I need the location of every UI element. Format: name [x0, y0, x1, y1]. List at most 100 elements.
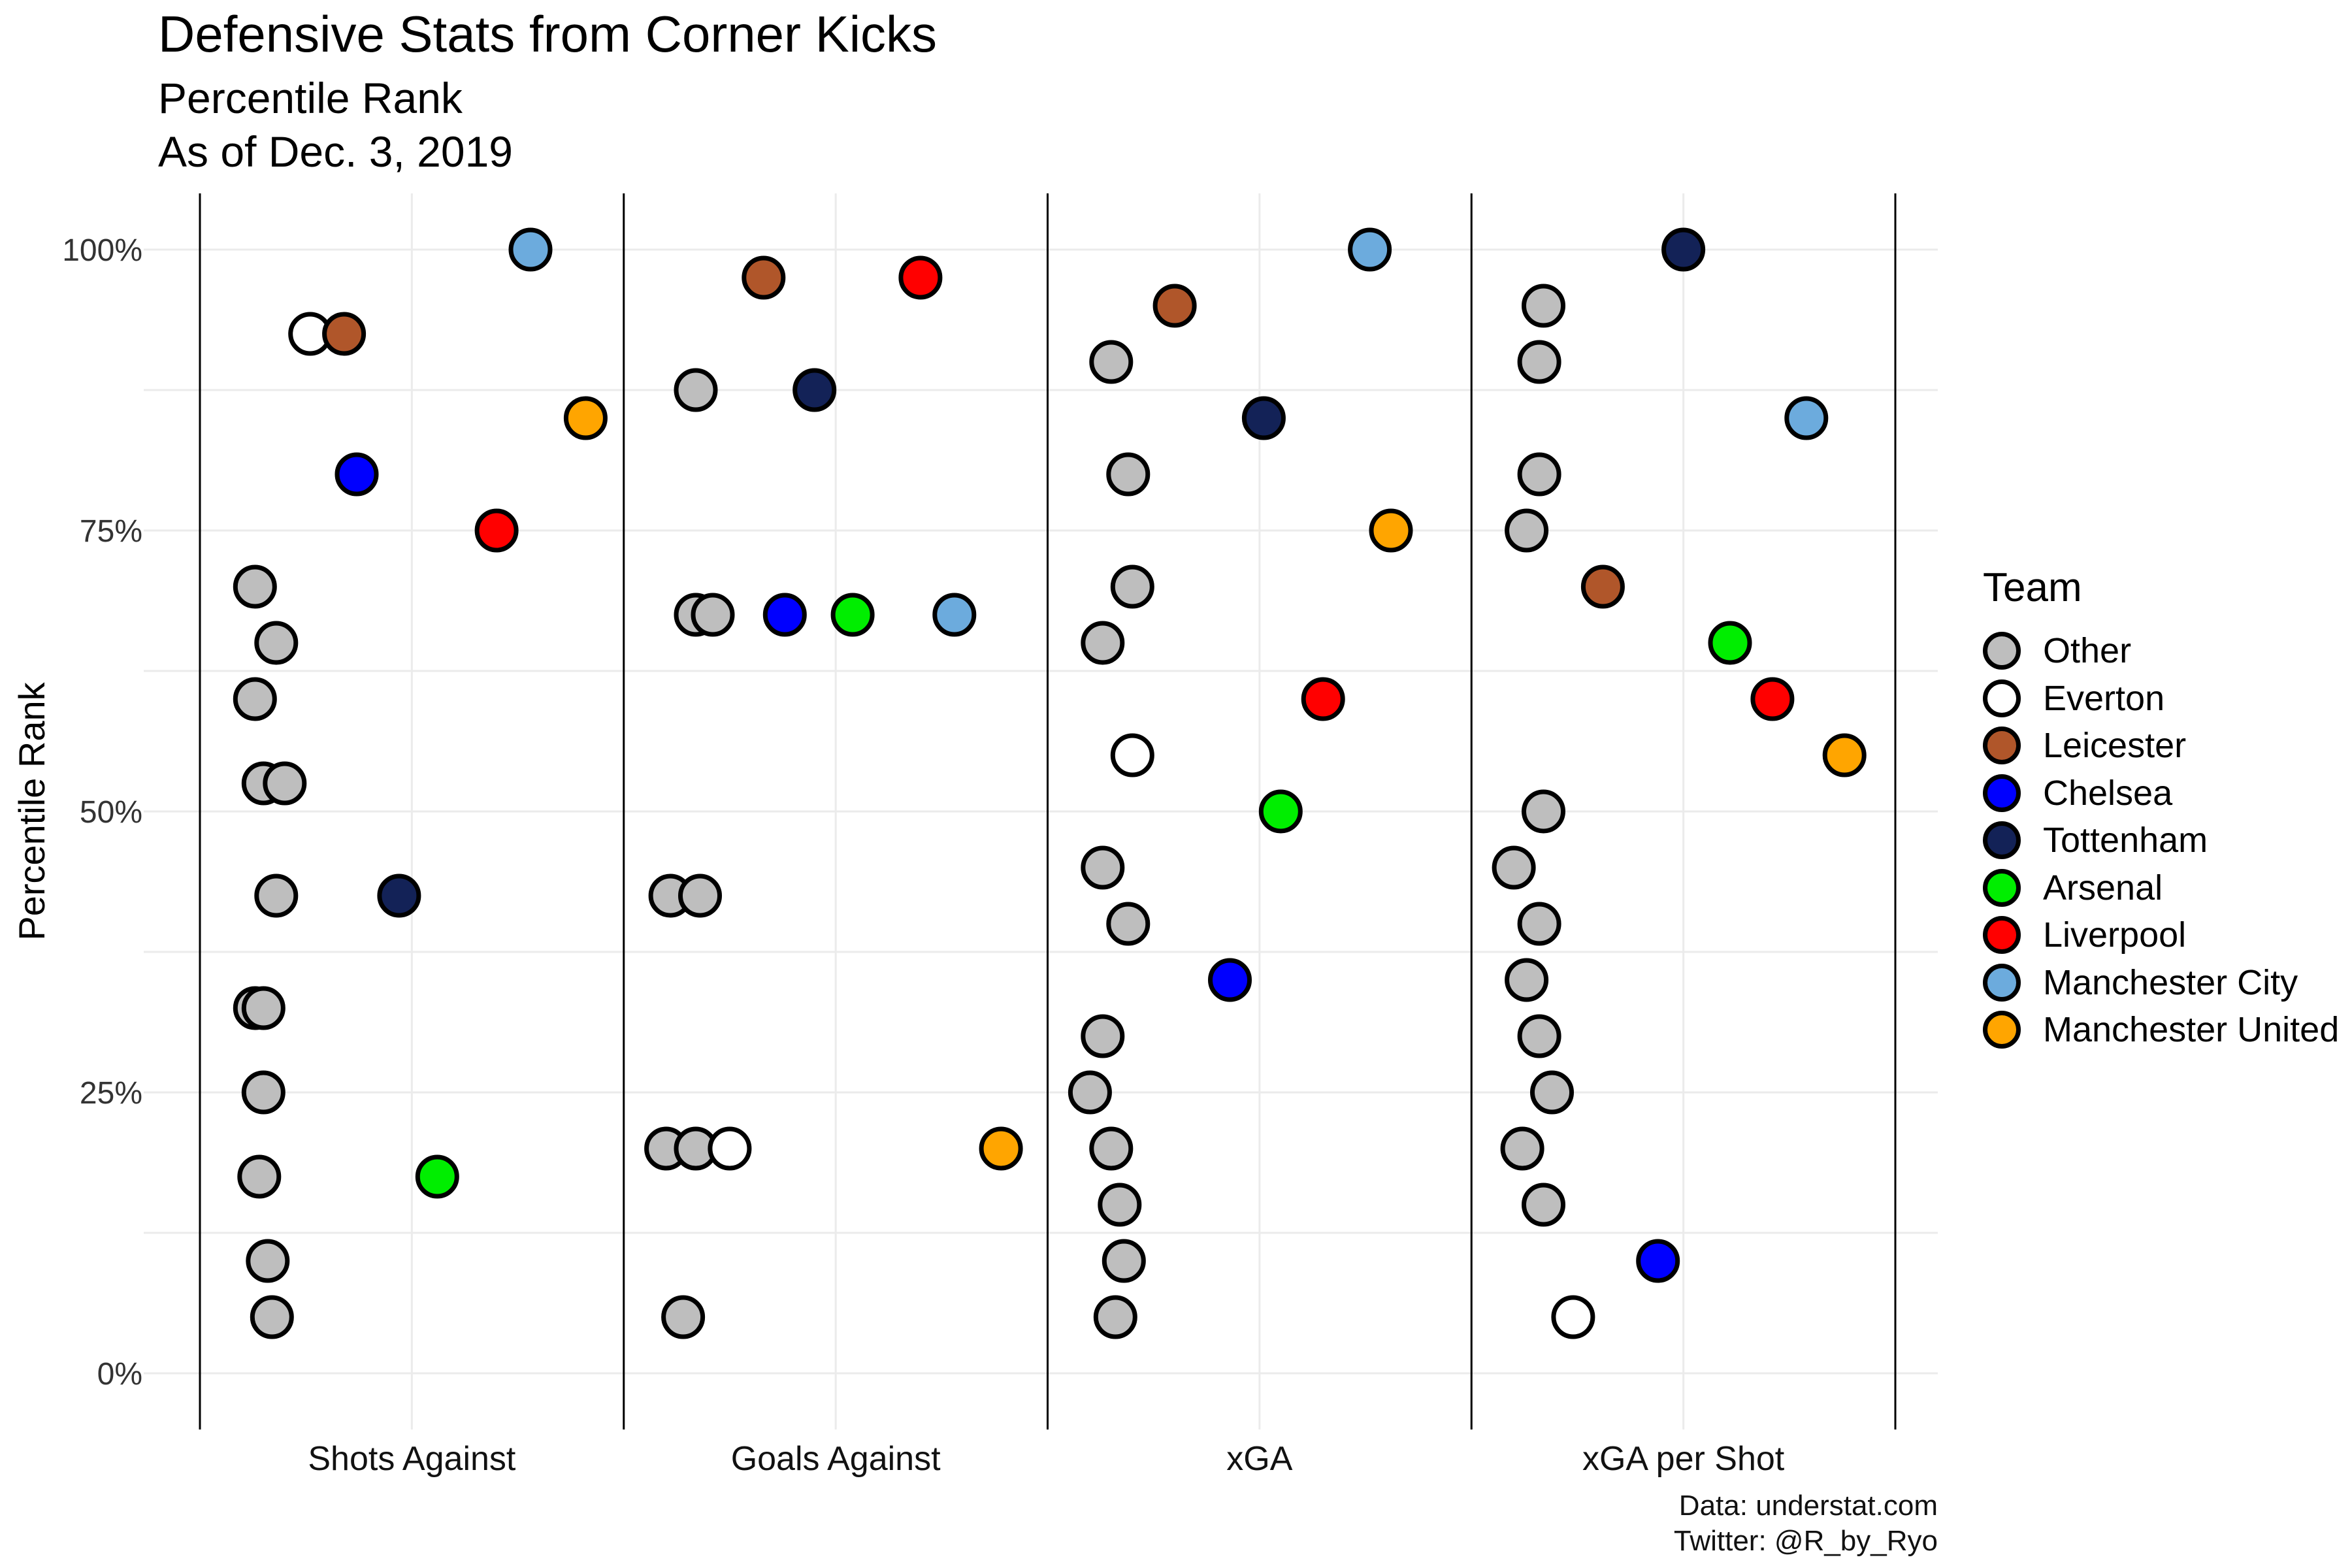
point-other [241, 986, 286, 1030]
y-tick-label: 25% [80, 1076, 142, 1111]
point-other [1517, 1014, 1561, 1058]
point-other [661, 1295, 706, 1339]
legend-item: Everton [1983, 675, 2339, 723]
legend-item: Other [1983, 627, 2339, 675]
legend-item: Arsenal [1983, 864, 2339, 912]
y-tick-label: 75% [80, 514, 142, 549]
point-tottenham [792, 368, 837, 412]
point-other [237, 1154, 282, 1199]
point-leicester [1152, 284, 1197, 328]
legend-item: Chelsea [1983, 770, 2339, 817]
point-other [1522, 1183, 1565, 1227]
legend-item: Liverpool [1983, 911, 2339, 959]
data-points [233, 227, 1867, 1339]
point-other [674, 368, 718, 412]
point-arsenal [830, 593, 875, 637]
y-axis-label: Percentile Rank [11, 681, 52, 940]
axes: 0% 25% 50% 75% 100% Percentile Rank Shots Agai… [11, 233, 1785, 1478]
legend-item: Manchester United [1983, 1006, 2339, 1054]
legend-item: Manchester City [1983, 959, 2339, 1007]
legend: Team Other Everton Leicester Chelsea Tottenh… [1983, 562, 2339, 1054]
point-liverpool [1301, 677, 1345, 721]
caption: Data: understat.com Twitter: @R_by_Ryo [1674, 1488, 1938, 1559]
y-tick-label: 50% [80, 795, 142, 830]
grid-lines [144, 193, 1938, 1429]
legend-swatch [1983, 632, 2021, 670]
legend-swatch [1983, 679, 2021, 717]
point-other [1492, 845, 1536, 890]
point-other [246, 1239, 290, 1283]
point-tottenham [1241, 396, 1286, 440]
caption-twitter: Twitter: @R_by_Ryo [1673, 1525, 1938, 1557]
x-category-label: Shots Against [308, 1440, 516, 1478]
point-arsenal [1708, 621, 1752, 665]
legend-title: Team [1983, 565, 2082, 610]
legend-label: Arsenal [2043, 868, 2163, 907]
point-other [691, 593, 735, 637]
point-other [233, 564, 277, 609]
point-manchester-city [932, 593, 977, 637]
point-other [263, 761, 307, 806]
legend-swatch [1983, 821, 2021, 860]
point-other [1102, 1239, 1146, 1283]
point-manchester-united [1369, 508, 1413, 553]
point-other [1081, 1014, 1125, 1058]
y-tick-label: 0% [97, 1357, 142, 1392]
point-manchester-city [1784, 396, 1829, 440]
point-other [1505, 958, 1549, 1002]
point-chelsea [1636, 1239, 1680, 1283]
point-manchester-united [979, 1126, 1023, 1171]
chart-subtitle: Percentile Rank [158, 74, 463, 122]
chart-date: As of Dec. 3, 2019 [158, 127, 513, 176]
point-arsenal [415, 1154, 459, 1199]
point-everton [1551, 1295, 1595, 1339]
point-other [1505, 508, 1549, 553]
point-everton [1110, 733, 1154, 777]
point-manchester-city [508, 227, 553, 272]
point-everton [708, 1126, 752, 1171]
point-chelsea [1208, 958, 1252, 1002]
point-other [254, 621, 299, 665]
x-category-label: Goals Against [731, 1440, 941, 1478]
point-other [1517, 902, 1561, 946]
point-leicester [742, 255, 786, 300]
legend-swatch [1983, 727, 2021, 765]
point-other [1093, 1295, 1137, 1339]
legend-label: Manchester United [2043, 1010, 2340, 1050]
point-liverpool [1750, 677, 1795, 721]
legend-label: Manchester City [2043, 962, 2298, 1002]
legend-items: Other Everton Leicester Chelsea Tottenham Ars… [1983, 627, 2339, 1054]
legend-item: Tottenham [1983, 817, 2339, 864]
x-category-label: xGA [1226, 1440, 1292, 1478]
point-arsenal [1258, 789, 1303, 834]
point-chelsea [762, 593, 807, 637]
legend-swatch [1983, 916, 2021, 955]
point-other [1500, 1126, 1544, 1171]
point-other [1517, 452, 1561, 497]
point-other [233, 677, 277, 721]
y-tick-label: 100% [62, 233, 142, 268]
point-manchester-united [563, 396, 608, 440]
legend-label: Tottenham [2043, 821, 2208, 860]
point-other [1081, 621, 1125, 665]
point-other [241, 1070, 286, 1115]
point-other [250, 1295, 294, 1339]
point-manchester-united [1822, 733, 1867, 777]
facet-dividers [199, 193, 1897, 1429]
point-chelsea [335, 452, 379, 497]
point-liverpool [474, 508, 519, 553]
point-leicester [1580, 564, 1625, 609]
chart-title: Defensive Stats from Corner Kicks [158, 5, 938, 63]
x-category-label: xGA per Shot [1582, 1440, 1785, 1478]
point-other [1089, 1126, 1134, 1171]
point-other [1068, 1070, 1112, 1115]
legend-label: Leicester [2043, 726, 2187, 766]
legend-label: Chelsea [2043, 773, 2173, 813]
point-tottenham [377, 874, 421, 918]
point-tottenham [1661, 227, 1706, 272]
point-other [1522, 789, 1565, 834]
legend-label: Liverpool [2043, 915, 2187, 955]
point-other [1522, 284, 1565, 328]
